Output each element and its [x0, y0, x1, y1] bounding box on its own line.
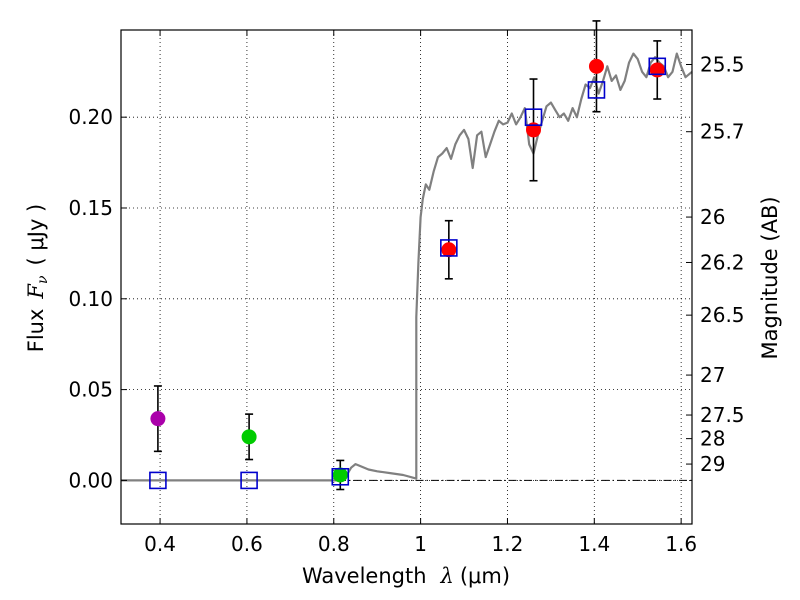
plot-frame	[120, 29, 693, 525]
y-axis-label-symbol: F	[24, 283, 48, 300]
x-axis-label-symbol: λ	[440, 564, 454, 588]
y-axis-label-unit: ( μJy )	[24, 204, 48, 266]
observed-points	[150, 58, 665, 483]
model-point	[648, 57, 667, 76]
y-axis-label-subscript: ν	[35, 275, 51, 284]
grid	[121, 30, 692, 524]
x-tick-label: 1.4	[578, 532, 610, 556]
x-tick-label: 1.6	[665, 532, 697, 556]
mag-tick-label: 28	[700, 427, 725, 451]
observed-point	[526, 122, 542, 138]
x-tick-label: 1	[414, 532, 427, 556]
model-point	[524, 108, 543, 126]
observed-point	[150, 411, 166, 427]
mag-tick-label: 26.5	[700, 303, 745, 327]
model-point	[149, 471, 167, 490]
y-tick-label: 0.00	[68, 468, 113, 492]
observed-point	[588, 58, 604, 74]
mag-tick-label: 25.5	[700, 53, 745, 77]
axis-ticks: 0.4 0.6 0.8 1 1.2 1.4 1.6 0.00 0.05 0.10 0.15 0.20 2…	[68, 30, 745, 556]
observed-point	[241, 429, 257, 445]
mag-tick-label: 25.7	[700, 120, 745, 144]
y-tick-label: 0.20	[68, 105, 113, 129]
y-tick-label: 0.05	[68, 378, 113, 402]
y-tick-label: 0.10	[68, 287, 113, 311]
model-photometry-points	[149, 57, 667, 490]
observed-point	[441, 242, 457, 258]
x-axis-label-text: Wavelength	[302, 564, 427, 588]
x-tick-label: 0.6	[231, 532, 263, 556]
model-point	[240, 471, 258, 490]
model-point	[331, 467, 350, 486]
model-point	[587, 81, 606, 99]
x-tick-label: 0.4	[144, 532, 176, 556]
model-spectrum	[121, 52, 693, 482]
mag-tick-label: 27	[700, 363, 725, 387]
mag-tick-label: 29	[700, 452, 725, 476]
x-axis-label-unit: (μm)	[460, 564, 510, 588]
mag-tick-label: 26.2	[700, 250, 745, 274]
mag-tick-label: 27.5	[700, 403, 745, 427]
y-axis-label: Flux Fν ( μJy )	[24, 204, 51, 352]
y-axis-label-text: Flux	[24, 309, 48, 353]
x-tick-label: 0.8	[318, 532, 350, 556]
x-tick-label: 1.2	[492, 532, 524, 556]
y-tick-label: 0.15	[68, 196, 113, 220]
observed-point	[332, 467, 348, 483]
mag-tick-label: 26	[700, 205, 725, 229]
error-bars	[153, 20, 662, 491]
observed-point	[649, 62, 665, 78]
model-point	[440, 239, 458, 257]
x-axis-label: Wavelength λ (μm)	[302, 564, 510, 588]
spectrum-line	[121, 52, 693, 482]
right-axis-label: Magnitude (AB)	[758, 196, 782, 359]
